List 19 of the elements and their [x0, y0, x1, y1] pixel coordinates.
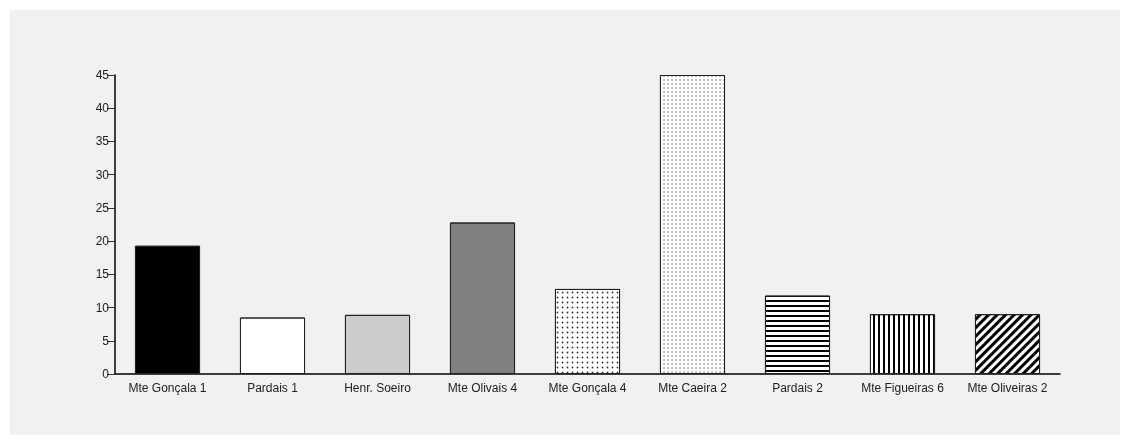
y-tick-label: 0: [102, 367, 110, 381]
y-tick-label: 30: [95, 167, 110, 182]
x-tick-label: Henr. Soeiro: [344, 381, 412, 395]
y-tick-label: 25: [95, 200, 110, 215]
x-tick-label: Mte Oliveiras 2: [967, 381, 1048, 395]
x-tick-label: Mte Gonçala 1: [128, 381, 207, 395]
x-tick-label: Pardais 2: [772, 381, 824, 395]
y-tick-label: 45: [95, 68, 110, 82]
x-tick-label: Mte Olivais 4: [447, 381, 518, 395]
y-tick-label: 35: [95, 134, 110, 149]
y-tick-label: 15: [95, 267, 110, 282]
y-tick-label: 40: [95, 101, 110, 116]
y-tick-label: 5: [102, 333, 110, 348]
x-tick-label: Mte Caeira 2: [658, 381, 728, 395]
x-tick-label: Mte Figueiras 6: [861, 381, 945, 395]
y-tick-label: 20: [95, 234, 110, 249]
x-tick-label: Mte Gonçala 4: [548, 381, 627, 395]
y-tick-label: 10: [95, 300, 110, 315]
x-tick-label: Pardais 1: [247, 381, 299, 395]
